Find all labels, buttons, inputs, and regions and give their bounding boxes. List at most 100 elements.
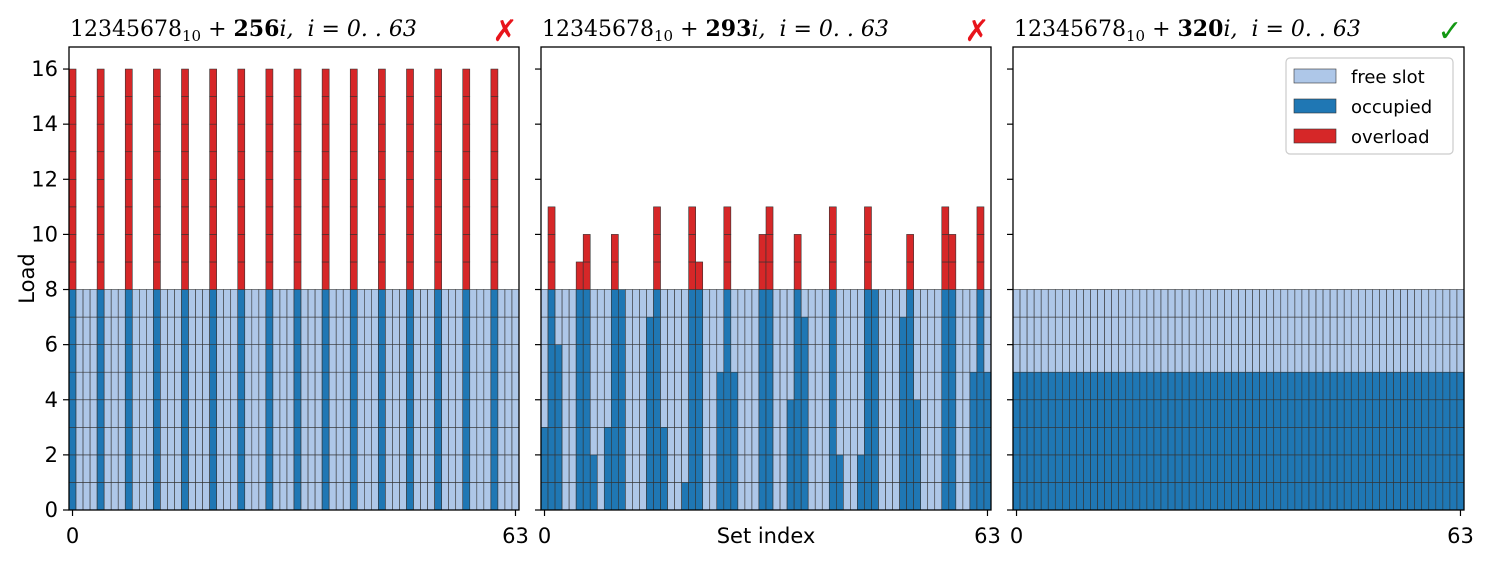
- bar-overload-cell: [547, 206, 556, 235]
- bar-free-cell: [603, 316, 612, 345]
- bar-occupied-cell: [906, 454, 914, 483]
- bar-free-cell: [1231, 316, 1239, 345]
- bar-overload-cell: [237, 96, 246, 125]
- bar-overload-cell: [237, 234, 246, 263]
- bar-occupied-cell: [1153, 482, 1162, 511]
- bar-occupied-cell: [1322, 399, 1331, 428]
- bar-occupied-cell: [1442, 399, 1451, 428]
- bar-free-cell: [251, 316, 260, 345]
- bar-occupied-cell: [582, 454, 591, 483]
- bar-free-cell: [364, 316, 372, 345]
- bar-occupied-cell: [1174, 454, 1183, 483]
- bar-free-cell: [244, 454, 253, 483]
- bar-free-cell: [110, 289, 119, 318]
- bar-free-cell: [1456, 316, 1465, 345]
- bar-overload-cell: [209, 206, 217, 235]
- bar-free-cell: [371, 427, 379, 456]
- bar-overload-cell: [462, 206, 471, 235]
- bar-occupied-cell: [378, 482, 386, 511]
- bar-occupied-cell: [1167, 482, 1176, 511]
- bar-free-cell: [540, 371, 549, 401]
- bar-occupied-cell: [1125, 427, 1134, 456]
- bar-free-cell: [674, 482, 682, 511]
- bar-occupied-cell: [730, 427, 739, 456]
- bar-free-cell: [632, 344, 640, 373]
- bar-overload-cell: [758, 261, 767, 290]
- bar-free-cell: [300, 289, 309, 318]
- bar-occupied-cell: [124, 344, 133, 373]
- bar-occupied-cell: [611, 427, 619, 456]
- bar-free-cell: [504, 399, 513, 428]
- bar-free-cell: [1287, 316, 1296, 345]
- bar-free-cell: [89, 427, 98, 456]
- bar-occupied-cell: [181, 482, 189, 511]
- bar-overload-cell: [181, 68, 189, 97]
- bar-free-cell: [399, 344, 407, 373]
- bar-free-cell: [300, 399, 309, 428]
- bar-free-cell: [441, 344, 449, 373]
- bar-free-cell: [625, 371, 633, 401]
- bar-occupied-cell: [723, 289, 732, 318]
- bar-occupied-cell: [1252, 427, 1260, 456]
- bar-free-cell: [272, 316, 281, 345]
- bar-free-cell: [962, 427, 971, 456]
- bar-free-cell: [230, 371, 239, 401]
- bar-occupied-cell: [575, 316, 584, 345]
- bar-occupied-cell: [695, 344, 704, 373]
- bar-free-cell: [1350, 316, 1359, 345]
- bar-free-cell: [1146, 344, 1155, 373]
- bar-occupied-cell: [611, 454, 619, 483]
- bar-occupied-cell: [1217, 482, 1225, 511]
- bar-free-cell: [1132, 344, 1141, 373]
- bar-occupied-cell: [153, 371, 161, 401]
- bar-free-cell: [399, 454, 407, 483]
- bar-free-cell: [1012, 289, 1021, 318]
- bar-occupied-cell: [1358, 427, 1366, 456]
- bar-free-cell: [413, 344, 421, 373]
- bar-occupied-cell: [603, 454, 612, 483]
- bar-occupied-cell: [1393, 427, 1401, 456]
- bar-occupied-cell: [1308, 399, 1317, 428]
- bar-occupied-cell: [547, 289, 556, 318]
- bar-free-cell: [188, 427, 196, 456]
- bar-free-cell: [497, 482, 506, 511]
- bar-free-cell: [1139, 344, 1148, 373]
- bar-free-cell: [779, 344, 788, 373]
- bar-overload-cell: [864, 234, 872, 263]
- bar-free-cell: [1238, 316, 1246, 345]
- bar-overload-cell: [828, 206, 837, 235]
- bar-free-cell: [709, 482, 718, 511]
- bar-overload-cell: [124, 151, 133, 180]
- bar-free-cell: [223, 316, 232, 345]
- bar-free-cell: [413, 316, 421, 345]
- bar-occupied-cell: [554, 344, 563, 373]
- bar-free-cell: [744, 399, 753, 428]
- bar-overload-cell: [434, 261, 442, 290]
- bar-free-cell: [131, 454, 140, 483]
- bar-occupied-cell: [124, 399, 133, 428]
- bar-occupied-cell: [800, 482, 809, 511]
- bar-free-cell: [955, 289, 964, 318]
- bar-free-cell: [1336, 289, 1345, 318]
- bar-free-cell: [279, 289, 288, 318]
- bar-occupied-cell: [1358, 371, 1366, 401]
- bar-free-cell: [878, 427, 886, 456]
- bar-free-cell: [511, 371, 520, 401]
- bar-free-cell: [850, 482, 858, 511]
- bar-free-cell: [589, 427, 598, 456]
- bar-free-cell: [272, 454, 281, 483]
- bar-free-cell: [850, 399, 858, 428]
- bar-overload-cell: [209, 151, 217, 180]
- bar-free-cell: [1146, 316, 1155, 345]
- bar-occupied-cell: [1160, 399, 1169, 428]
- bar-free-cell: [1174, 289, 1183, 318]
- bar-occupied-cell: [434, 344, 442, 373]
- bar-occupied-cell: [800, 427, 809, 456]
- bar-overload-cell: [321, 234, 330, 263]
- bar-free-cell: [174, 316, 182, 345]
- bar-occupied-cell: [1245, 371, 1253, 401]
- bar-free-cell: [1188, 316, 1197, 345]
- bar-free-cell: [1188, 289, 1197, 318]
- bar-free-cell: [139, 427, 147, 456]
- bar-occupied-cell: [983, 427, 992, 456]
